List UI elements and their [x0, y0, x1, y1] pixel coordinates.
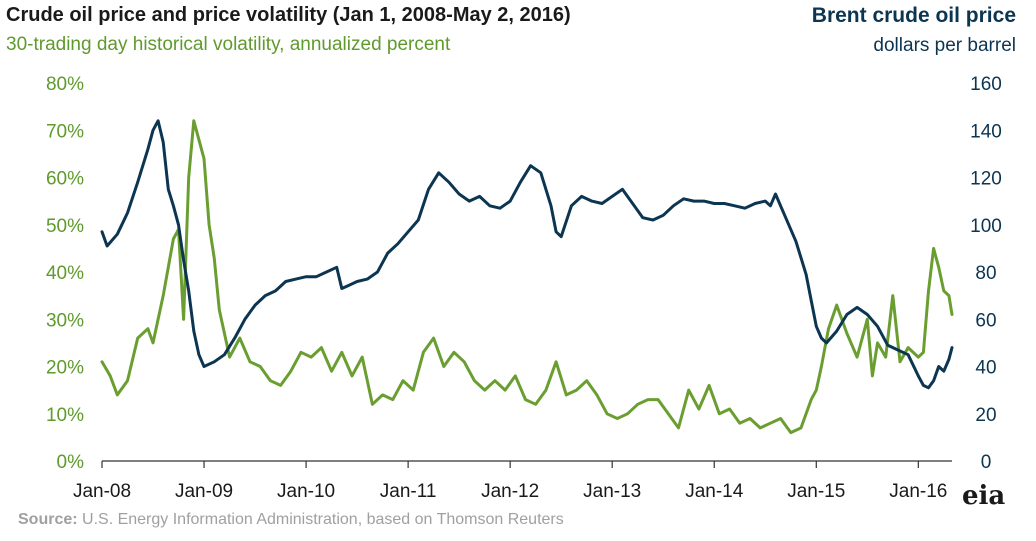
- right-tick-label: 80: [975, 263, 996, 284]
- right-tick-label: 40: [975, 358, 996, 379]
- left-tick-label: 70%: [46, 121, 84, 142]
- source-text: U.S. Energy Information Administration, …: [77, 511, 564, 528]
- right-tick-label: 160: [970, 74, 1002, 95]
- left-tick-label: 60%: [46, 169, 84, 190]
- left-tick-label: 40%: [46, 263, 84, 284]
- brent-price-line: [100, 119, 954, 390]
- x-tick-label: Jan-12: [481, 481, 539, 502]
- right-tick-label: 60: [975, 310, 996, 331]
- right-tick-label: 0: [981, 452, 992, 473]
- x-tick-label: Jan-09: [175, 481, 233, 502]
- x-tick-label: Jan-08: [73, 481, 131, 502]
- left-tick-label: 30%: [46, 310, 84, 331]
- right-tick-label: 120: [970, 169, 1002, 190]
- right-tick-label: 100: [970, 216, 1002, 237]
- volatility-line: [100, 119, 954, 435]
- left-axis-title: 30-trading day historical volatility, an…: [6, 34, 451, 55]
- left-axis-ticks: 0% 10% 20% 30% 40% 50% 60% 70% 80%: [46, 74, 84, 473]
- right-axis-title: Brent crude oil price: [811, 4, 1016, 27]
- series-lines: [100, 119, 954, 435]
- chart-title: Crude oil price and price volatility (Ja…: [6, 4, 571, 26]
- left-tick-label: 80%: [46, 74, 84, 95]
- source-label: Source:: [18, 511, 78, 528]
- x-tick-label: Jan-11: [380, 481, 437, 502]
- left-tick-label: 0%: [57, 452, 85, 473]
- right-axis-unit: dollars per barrel: [873, 35, 1016, 56]
- x-tick-label: Jan-14: [685, 481, 744, 502]
- right-axis-ticks: 0 20 40 60 80 100 120 140 160: [970, 74, 1002, 473]
- x-axis-ticks: Jan-08 Jan-09 Jan-10 Jan-11 Jan-12 Jan-13 Jan-…: [73, 461, 947, 502]
- source-note: Source: U.S. Energy Information Administ…: [18, 511, 564, 529]
- right-tick-label: 140: [970, 121, 1002, 142]
- eia-logo: eia: [962, 481, 1006, 511]
- x-tick-label: Jan-13: [583, 481, 641, 502]
- left-tick-label: 10%: [46, 405, 84, 426]
- x-tick-label: Jan-15: [787, 481, 845, 502]
- left-tick-label: 50%: [46, 216, 84, 237]
- right-tick-label: 20: [975, 405, 996, 426]
- left-tick-label: 20%: [46, 358, 84, 379]
- x-tick-label: Jan-10: [277, 481, 335, 502]
- x-tick-label: Jan-16: [889, 481, 947, 502]
